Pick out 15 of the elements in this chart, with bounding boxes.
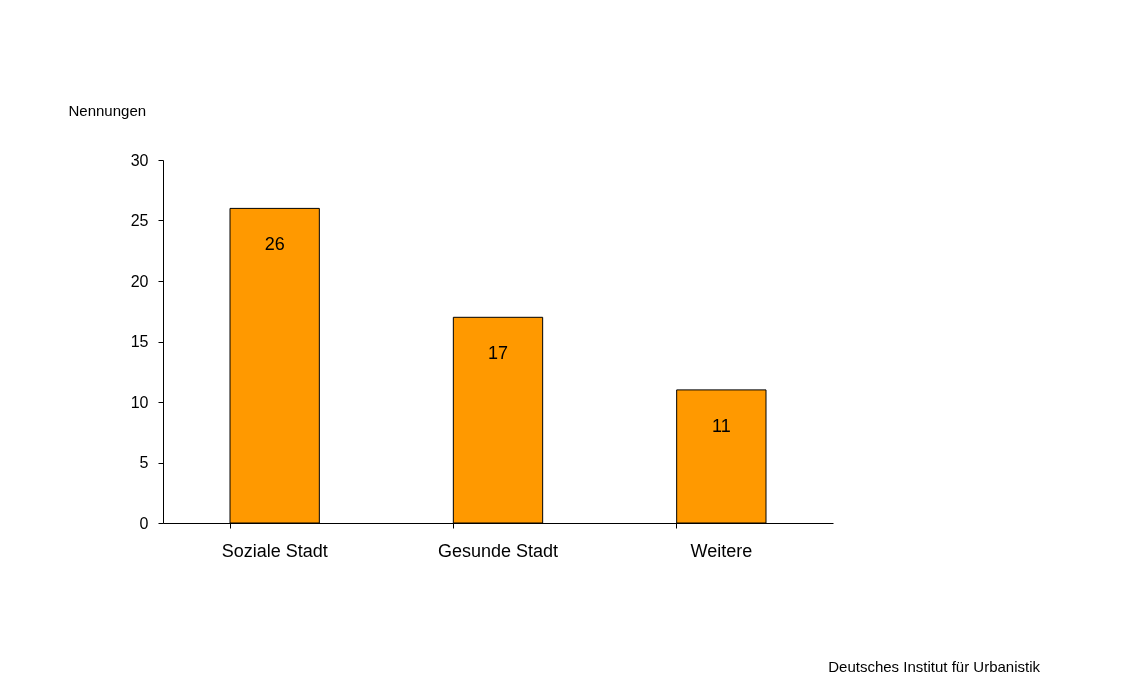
y-tick-label: 5 bbox=[139, 454, 149, 471]
y-tick-label: 15 bbox=[130, 333, 149, 350]
x-tick-label: Gesunde Stadt bbox=[437, 540, 559, 561]
x-tick-label: Soziale Stadt bbox=[221, 540, 328, 561]
x-tick-label: Weitere bbox=[690, 540, 753, 561]
y-axis-title: Nennungen bbox=[68, 101, 147, 119]
y-tick-label: 10 bbox=[130, 393, 149, 411]
data-label: 11 bbox=[711, 415, 731, 436]
data-label: 17 bbox=[487, 343, 509, 364]
y-tick-label: 25 bbox=[130, 212, 149, 229]
y-tick-label: 20 bbox=[130, 272, 149, 290]
data-label: 26 bbox=[264, 234, 285, 255]
y-tick-label: 0 bbox=[139, 514, 149, 532]
text: Deutsches Institut für Urbanistik bbox=[828, 658, 1041, 675]
y-tick-label: 30 bbox=[130, 151, 149, 169]
